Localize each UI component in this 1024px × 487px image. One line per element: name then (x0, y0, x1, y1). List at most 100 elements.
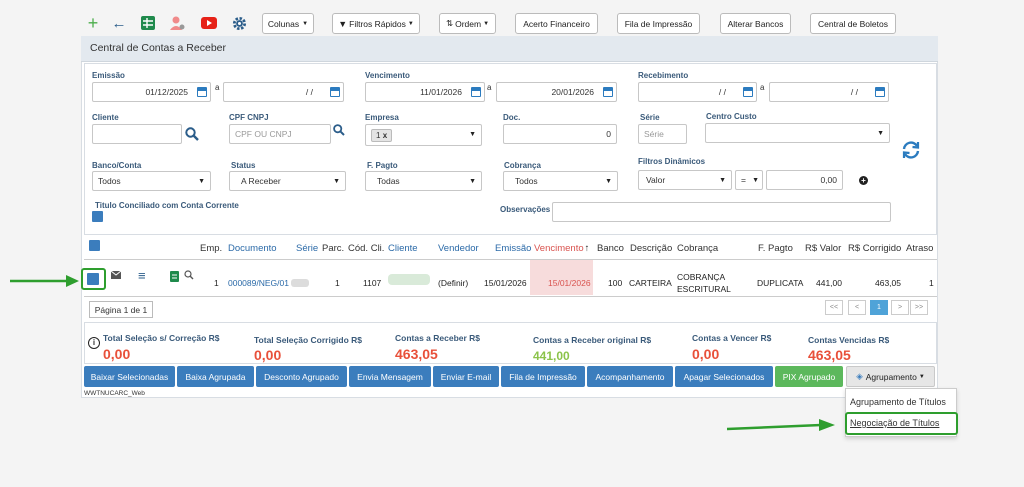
add-icon[interactable]: + (87, 12, 99, 33)
col-vendedor[interactable]: Vendedor (438, 243, 479, 254)
menu-item-negociacao-titulos[interactable]: Negociação de Títulos (850, 418, 940, 428)
banco-conta-label: Banco/Conta (92, 161, 142, 170)
col-cobranca[interactable]: Cobrança (677, 243, 719, 254)
col-cod-cli[interactable]: Cód. Cli. (348, 243, 385, 254)
user-settings-icon[interactable] (168, 14, 186, 32)
calendar-icon[interactable] (330, 87, 340, 97)
last-page-button[interactable]: >> (910, 300, 928, 315)
remove-tag-icon[interactable]: x (382, 130, 388, 140)
filter-icon: ▼ (338, 18, 348, 29)
emissao-to-field[interactable]: / / (223, 82, 344, 102)
select-all-checkbox[interactable] (89, 240, 100, 251)
prev-page-button[interactable]: < (848, 300, 866, 315)
centro-custo-select[interactable]: ▼ (705, 123, 890, 143)
calendar-icon[interactable] (197, 87, 207, 97)
doc-field[interactable]: 0 (503, 124, 617, 144)
document-icon[interactable] (170, 271, 179, 284)
menu-icon[interactable]: ≡ (138, 268, 146, 283)
calendar-icon[interactable] (875, 87, 885, 97)
apagar-selecionados-button[interactable]: Apagar Selecionados (675, 366, 773, 387)
col-parc[interactable]: Parc. (322, 243, 345, 254)
col-descricao[interactable]: Descrição (630, 243, 673, 254)
empresa-tag[interactable]: 1 x (371, 128, 393, 142)
recebimento-from-field[interactable]: / / (638, 82, 757, 102)
serie-field[interactable]: Série (638, 124, 687, 144)
fila-impressao-button[interactable]: Fila de Impressão (501, 366, 585, 387)
dinamicos-operator-select[interactable]: = ▼ (735, 170, 763, 190)
back-arrow-icon[interactable]: ← (111, 14, 127, 32)
search-icon[interactable] (184, 270, 194, 282)
col-valor[interactable]: R$ Valor (805, 243, 842, 254)
emissao-from-field[interactable]: 01/12/2025 (92, 82, 211, 102)
pix-agrupado-button[interactable]: PIX Agrupado (775, 366, 843, 387)
calendar-icon[interactable] (603, 87, 613, 97)
col-corrigido[interactable]: R$ Corrigido (848, 243, 902, 254)
info-icon[interactable]: i (88, 337, 100, 349)
baixa-agrupada-button[interactable]: Baixa Agrupada (177, 366, 254, 387)
observacoes-field[interactable] (552, 202, 891, 222)
col-documento[interactable]: Documento (228, 243, 277, 254)
banco-conta-select[interactable]: Todos ▼ (92, 171, 211, 191)
vencimento-to-field[interactable]: 20/01/2026 (496, 82, 617, 102)
cpf-field[interactable]: CPF OU CNPJ (229, 124, 331, 144)
col-fpagto[interactable]: F. Pagto (758, 243, 793, 254)
calendar-icon[interactable] (471, 87, 481, 97)
contas-receber-label: Contas a Receber R$ (395, 333, 481, 343)
col-cliente[interactable]: Cliente (388, 243, 418, 254)
chevron-down-icon: ▼ (469, 131, 476, 138)
menu-item-agrupamento-titulos[interactable]: Agrupamento de Títulos (850, 397, 946, 407)
col-atraso[interactable]: Atraso (906, 243, 934, 254)
col-banco[interactable]: Banco (597, 243, 624, 254)
baixar-selecionadas-button[interactable]: Baixar Selecionadas (84, 366, 175, 387)
add-filter-icon[interactable]: + (859, 176, 868, 185)
row-checkbox[interactable] (87, 273, 99, 285)
next-page-button[interactable]: > (891, 300, 909, 315)
ordem-button[interactable]: ⇅ Ordem ▼ (439, 13, 496, 34)
desconto-agrupado-button[interactable]: Desconto Agrupado (256, 366, 347, 387)
enviar-email-button[interactable]: Enviar E-mail (433, 366, 499, 387)
refresh-icon[interactable] (900, 139, 922, 163)
col-emissao[interactable]: Emissão (495, 243, 532, 254)
gear-icon[interactable] (230, 14, 248, 32)
cell-cliente-blurred (388, 274, 430, 285)
first-page-button[interactable]: << (825, 300, 843, 315)
vencimento-from-field[interactable]: 11/01/2026 (365, 82, 485, 102)
cliente-field[interactable] (92, 124, 182, 144)
spreadsheet-icon[interactable] (139, 14, 157, 32)
calendar-icon[interactable] (743, 87, 753, 97)
fpagto-select[interactable]: Todas ▼ (365, 171, 482, 191)
youtube-icon[interactable] (200, 14, 218, 32)
empresa-select[interactable]: 1 x ▼ (365, 124, 482, 146)
page-indicator: Página 1 de 1 (89, 301, 153, 318)
sort-up-icon: ↑ (584, 243, 590, 254)
cell-documento[interactable]: 000089/NEG/01 (228, 278, 289, 288)
emissao-label: Emissão (92, 71, 125, 80)
alterar-bancos-button[interactable]: Alterar Bancos (720, 13, 791, 34)
colunas-button[interactable]: Colunas ▼ (262, 13, 314, 34)
dinamicos-value-field[interactable]: 0,00 (766, 170, 843, 190)
cobranca-label: Cobrança (504, 161, 541, 170)
fila-impressao-top-button[interactable]: Fila de Impressão (617, 13, 700, 34)
search-icon[interactable] (185, 127, 199, 143)
recebimento-to-field[interactable]: / / (769, 82, 889, 102)
acompanhamento-button[interactable]: Acompanhamento (587, 366, 673, 387)
filtros-rapidos-button[interactable]: ▼ Filtros Rápidos ▼ (332, 13, 420, 34)
agrupamento-button[interactable]: ◈ Agrupamento ▼ (846, 366, 935, 387)
cobranca-select[interactable]: Todos ▼ (503, 171, 618, 191)
col-serie[interactable]: Série (296, 243, 319, 254)
col-emp[interactable]: Emp. (200, 243, 223, 254)
mail-icon[interactable] (110, 270, 122, 281)
col-vencimento[interactable]: Vencimento↑ (534, 243, 589, 254)
central-boletos-button[interactable]: Central de Boletos (810, 13, 896, 34)
header-divider (84, 259, 937, 260)
search-icon[interactable] (333, 124, 345, 138)
status-select[interactable]: A Receber ▼ (229, 171, 346, 191)
envia-mensagem-button[interactable]: Envia Mensagem (349, 366, 431, 387)
cell-fpagto: DUPLICATA (757, 278, 804, 288)
cell-emp: 1 (214, 278, 219, 288)
cell-atraso: 1 (929, 278, 934, 288)
conciliado-checkbox[interactable] (92, 211, 103, 222)
acerto-financeiro-button[interactable]: Acerto Financeiro (515, 13, 598, 34)
current-page-button[interactable]: 1 (870, 300, 888, 315)
dinamicos-field-select[interactable]: Valor ▼ (638, 170, 732, 190)
